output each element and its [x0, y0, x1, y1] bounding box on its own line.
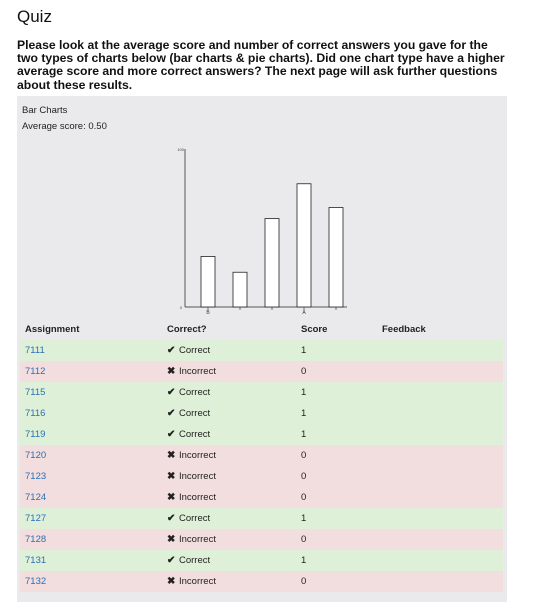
cross-icon: ✖: [167, 576, 176, 587]
score-value: 0: [301, 450, 307, 461]
assignment-link[interactable]: 7120: [25, 450, 47, 461]
table-row: 7111 ✔ Correct 1: [20, 340, 503, 361]
table-row: 7124 ✖ Incorrect 0: [20, 487, 503, 508]
correct-label: Correct: [179, 387, 211, 398]
table-row: 7116 ✔ Correct 1: [20, 403, 503, 424]
assignment-link[interactable]: 7112: [25, 366, 46, 377]
header-correct: Correct?: [167, 324, 207, 335]
correct-label: Incorrect: [179, 366, 216, 377]
score-value: 1: [301, 555, 307, 566]
score-value: 1: [301, 345, 307, 356]
correct-label: Incorrect: [179, 492, 216, 503]
table-row: 7132 ✖ Incorrect 0: [20, 571, 503, 592]
score-value: 1: [301, 513, 307, 524]
correct-status: ✔ Correct: [167, 550, 210, 571]
score-value: 0: [301, 576, 307, 587]
chart-bar: [200, 256, 216, 308]
correct-status: ✖ Incorrect: [167, 361, 216, 382]
results-table: 7111 ✔ Correct 1 7112 ✖ Incorrect 0 7115 ✔ Correct…: [20, 340, 503, 592]
score-value: 0: [301, 534, 307, 545]
average-score: Average score: 0.50: [22, 121, 107, 132]
chart-bar: [232, 271, 248, 308]
x-tick-label: B: [206, 310, 210, 316]
table-row: 7128 ✖ Incorrect 0: [20, 529, 503, 550]
score-value: 1: [301, 429, 307, 440]
assignment-link[interactable]: 7131: [25, 555, 47, 566]
page-title: Quiz: [17, 7, 52, 26]
chart-bar: [296, 183, 312, 308]
correct-status: ✖ Incorrect: [167, 571, 216, 592]
check-icon: ✔: [167, 429, 176, 440]
header-assignment: Assignment: [25, 324, 80, 335]
header-feedback: Feedback: [382, 324, 426, 335]
y-tick-label: 0: [180, 305, 183, 310]
score-value: 0: [301, 366, 307, 377]
cross-icon: ✖: [167, 471, 176, 482]
assignment-link[interactable]: 7111: [25, 345, 45, 356]
correct-status: ✖ Incorrect: [167, 445, 216, 466]
table-row: 7131 ✔ Correct 1: [20, 550, 503, 571]
correct-label: Incorrect: [179, 534, 216, 545]
correct-status: ✔ Correct: [167, 508, 210, 529]
correct-label: Incorrect: [179, 450, 216, 461]
table-row: 7119 ✔ Correct 1: [20, 424, 503, 445]
cross-icon: ✖: [167, 534, 176, 545]
check-icon: ✔: [167, 345, 176, 356]
panel-title: Bar Charts: [22, 105, 68, 116]
chart-bar: [328, 207, 344, 308]
assignment-link[interactable]: 7119: [25, 429, 46, 440]
correct-status: ✖ Incorrect: [167, 466, 216, 487]
table-row: 7112 ✖ Incorrect 0: [20, 361, 503, 382]
results-panel: Bar Charts Average score: 0.50 0 100 B A As…: [17, 96, 507, 602]
correct-label: Correct: [179, 345, 211, 356]
instructions-text: Please look at the average score and num…: [17, 38, 505, 92]
table-row: 7123 ✖ Incorrect 0: [20, 466, 503, 487]
correct-label: Incorrect: [179, 471, 216, 482]
correct-label: Correct: [179, 555, 211, 566]
assignment-link[interactable]: 7123: [25, 471, 47, 482]
correct-status: ✔ Correct: [167, 424, 210, 445]
assignment-link[interactable]: 7124: [25, 492, 47, 503]
score-value: 0: [301, 492, 307, 503]
bar-chart: 0 100 B A: [177, 147, 347, 316]
correct-label: Correct: [179, 513, 211, 524]
table-row: 7127 ✔ Correct 1: [20, 508, 503, 529]
chart-bar: [264, 218, 280, 308]
assignment-link[interactable]: 7127: [25, 513, 47, 524]
cross-icon: ✖: [167, 366, 176, 377]
correct-label: Correct: [179, 408, 211, 419]
correct-status: ✔ Correct: [167, 382, 210, 403]
correct-label: Correct: [179, 429, 211, 440]
score-value: 0: [301, 471, 307, 482]
correct-label: Incorrect: [179, 576, 216, 587]
score-value: 1: [301, 387, 307, 398]
assignment-link[interactable]: 7116: [25, 408, 46, 419]
cross-icon: ✖: [167, 492, 176, 503]
y-tick-label: 100: [177, 147, 184, 152]
score-value: 1: [301, 408, 307, 419]
cross-icon: ✖: [167, 450, 176, 461]
correct-status: ✔ Correct: [167, 403, 210, 424]
correct-status: ✖ Incorrect: [167, 487, 216, 508]
check-icon: ✔: [167, 387, 176, 398]
x-tick-label: A: [302, 310, 306, 316]
assignment-link[interactable]: 7132: [25, 576, 47, 587]
check-icon: ✔: [167, 408, 176, 419]
check-icon: ✔: [167, 513, 176, 524]
check-icon: ✔: [167, 555, 176, 566]
correct-status: ✔ Correct: [167, 340, 210, 361]
assignment-link[interactable]: 7128: [25, 534, 47, 545]
table-row: 7115 ✔ Correct 1: [20, 382, 503, 403]
correct-status: ✖ Incorrect: [167, 529, 216, 550]
table-row: 7120 ✖ Incorrect 0: [20, 445, 503, 466]
assignment-link[interactable]: 7115: [25, 387, 46, 398]
header-score: Score: [301, 324, 328, 335]
